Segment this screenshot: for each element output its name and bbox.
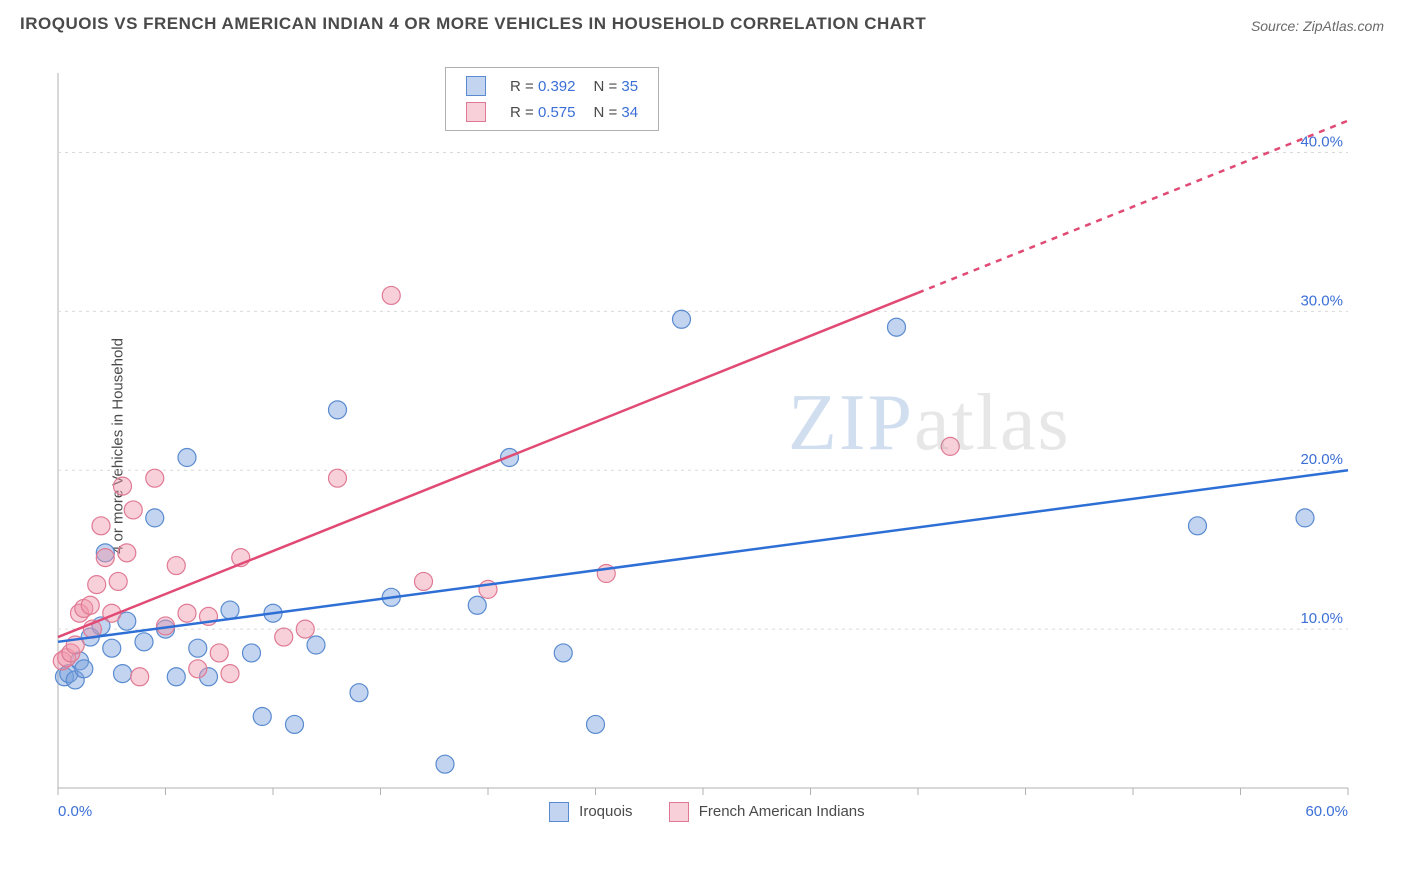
iroquois-point bbox=[189, 639, 207, 657]
iroquois-point bbox=[350, 684, 368, 702]
iroquois-swatch bbox=[466, 76, 486, 96]
n-label: N = bbox=[593, 104, 617, 121]
svg-text:30.0%: 30.0% bbox=[1300, 292, 1343, 309]
french-point bbox=[415, 572, 433, 590]
french-point bbox=[221, 665, 239, 683]
iroquois-point bbox=[1189, 517, 1207, 535]
iroquois-point bbox=[114, 665, 132, 683]
french-point bbox=[109, 572, 127, 590]
iroquois-point bbox=[146, 509, 164, 527]
iroquois-trendline bbox=[58, 470, 1348, 642]
french-point bbox=[92, 517, 110, 535]
scatter-plot: 10.0%20.0%30.0%40.0%0.0%60.0% ZIPatlas R… bbox=[48, 48, 1388, 838]
iroquois-point bbox=[673, 310, 691, 328]
correlation-legend: R = 0.392 N = 35 R = 0.575 N = 34 bbox=[445, 67, 659, 131]
french-r-value: 0.575 bbox=[538, 104, 576, 121]
french-point bbox=[941, 437, 959, 455]
french-point bbox=[124, 501, 142, 519]
french-point bbox=[114, 477, 132, 495]
iroquois-r-value: 0.392 bbox=[538, 78, 576, 95]
iroquois-point bbox=[221, 601, 239, 619]
iroquois-point bbox=[554, 644, 572, 662]
french-point bbox=[81, 596, 99, 614]
french-point bbox=[329, 469, 347, 487]
n-label: N = bbox=[593, 78, 617, 95]
iroquois-point bbox=[135, 633, 153, 651]
french-point bbox=[88, 576, 106, 594]
iroquois-point bbox=[888, 318, 906, 336]
iroquois-point bbox=[1296, 509, 1314, 527]
series-legend: Iroquois French American Indians bbox=[531, 802, 883, 822]
french-legend-label: French American Indians bbox=[699, 803, 865, 820]
iroquois-point bbox=[243, 644, 261, 662]
svg-text:0.0%: 0.0% bbox=[58, 803, 92, 820]
iroquois-point bbox=[307, 636, 325, 654]
chart-svg: 10.0% 20.0% 30.0% 40.0% 0.0% 60.0% bbox=[48, 48, 1388, 838]
chart-title: IROQUOIS VS FRENCH AMERICAN INDIAN 4 OR … bbox=[20, 14, 926, 34]
iroquois-swatch-icon bbox=[549, 802, 569, 822]
iroquois-point bbox=[329, 401, 347, 419]
french-swatch-icon bbox=[669, 802, 689, 822]
french-swatch bbox=[466, 102, 486, 122]
iroquois-point bbox=[167, 668, 185, 686]
french-point bbox=[382, 286, 400, 304]
french-point bbox=[131, 668, 149, 686]
source-attribution: Source: ZipAtlas.com bbox=[1251, 18, 1384, 34]
french-point bbox=[146, 469, 164, 487]
french-n-value: 34 bbox=[621, 104, 638, 121]
iroquois-point bbox=[253, 708, 271, 726]
french-point bbox=[189, 660, 207, 678]
iroquois-n-value: 35 bbox=[621, 78, 638, 95]
svg-text:10.0%: 10.0% bbox=[1300, 610, 1343, 627]
french-point bbox=[167, 557, 185, 575]
french-point bbox=[296, 620, 314, 638]
iroquois-legend-label: Iroquois bbox=[579, 803, 632, 820]
r-label: R = bbox=[510, 78, 534, 95]
iroquois-point bbox=[587, 715, 605, 733]
r-label: R = bbox=[510, 104, 534, 121]
svg-text:20.0%: 20.0% bbox=[1300, 451, 1343, 468]
french-trendline-dashed bbox=[918, 121, 1348, 293]
iroquois-point bbox=[286, 715, 304, 733]
french-point bbox=[96, 549, 114, 567]
french-point bbox=[210, 644, 228, 662]
french-point bbox=[118, 544, 136, 562]
iroquois-point bbox=[468, 596, 486, 614]
french-point bbox=[275, 628, 293, 646]
legend-item-iroquois: Iroquois bbox=[549, 802, 633, 822]
svg-text:60.0%: 60.0% bbox=[1305, 803, 1348, 820]
iroquois-point bbox=[436, 755, 454, 773]
svg-text:40.0%: 40.0% bbox=[1300, 133, 1343, 150]
iroquois-point bbox=[103, 639, 121, 657]
iroquois-point bbox=[178, 449, 196, 467]
legend-item-french: French American Indians bbox=[669, 802, 865, 822]
french-point bbox=[178, 604, 196, 622]
iroquois-point bbox=[75, 660, 93, 678]
